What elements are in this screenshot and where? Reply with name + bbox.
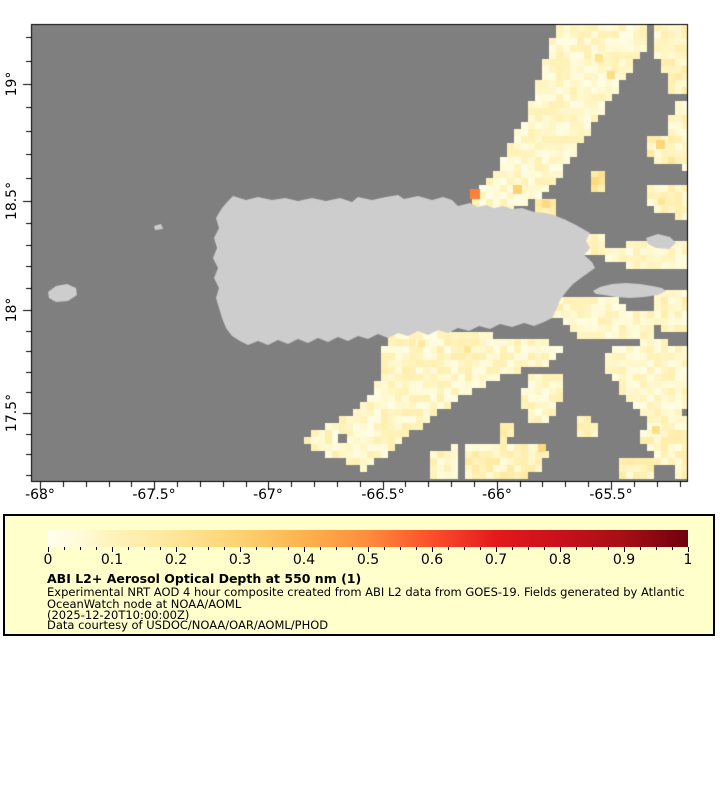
colorbar-minor-tick (256, 547, 257, 550)
y-tick-label: 17.5° (4, 393, 20, 433)
colorbar-major-tick (240, 547, 241, 552)
colorbar-minor-tick (528, 547, 529, 550)
colorbar-major-tick (48, 547, 49, 552)
colorbar-minor-tick (96, 547, 97, 550)
colorbar-minor-tick (464, 547, 465, 550)
colorbar-minor-tick (640, 547, 641, 550)
x-tick-label: -67° (253, 487, 283, 503)
aod-map-plot-canvas (0, 0, 720, 512)
colorbar-tick-label: 0.1 (100, 552, 124, 568)
colorbar-major-tick (368, 547, 369, 552)
colorbar-tick-label: 0.3 (228, 552, 252, 568)
legend-description-line1: Experimental NRT AOD 4 hour composite cr… (47, 585, 685, 599)
legend-title: ABI L2+ Aerosol Optical Depth at 550 nm … (47, 571, 362, 586)
colorbar-tick-label: 0.9 (612, 552, 636, 568)
colorbar-minor-tick (288, 547, 289, 550)
x-tick-label: -66° (482, 487, 512, 503)
legend-timestamp: (2025-12-20T10:00:00Z) (47, 607, 190, 622)
colorbar-tick-label: 0.7 (484, 552, 508, 568)
colorbar-minor-tick (352, 547, 353, 550)
colorbar-minor-tick (576, 547, 577, 550)
x-tick-label: -66.5° (361, 487, 405, 503)
colorbar-minor-tick (400, 547, 401, 550)
colorbar-minor-tick (480, 547, 481, 550)
colorbar-minor-tick (512, 547, 513, 550)
colorbar-major-tick (304, 547, 305, 552)
colorbar-minor-tick (416, 547, 417, 550)
colorbar-minor-tick (144, 547, 145, 550)
y-tick-label: 18.5° (4, 181, 20, 221)
colorbar-tick-label: 1 (683, 552, 693, 568)
colorbar-minor-tick (80, 547, 81, 550)
colorbar-major-tick (688, 547, 689, 552)
x-tick-label: -65.5° (589, 487, 633, 503)
colorbar-major-tick (560, 547, 561, 552)
colorbar-minor-tick (656, 547, 657, 550)
colorbar-minor-tick (336, 547, 337, 550)
colorbar-minor-tick (160, 547, 161, 550)
colorbar-tick-label: 0.5 (356, 552, 380, 568)
colorbar-major-tick (496, 547, 497, 552)
legend-panel: 0 0.1 0.2 0.3 0.4 0.5 0.6 0.7 0.8 0.9 1 ABI L2+ Ae… (3, 514, 715, 636)
colorbar-major-tick (112, 547, 113, 552)
colorbar-minor-tick (208, 547, 209, 550)
legend-courtesy: Data courtesy of USDOC/NOAA/OAR/AOML/PHO… (47, 618, 329, 632)
legend-description-line2: OceanWatch node at NOAA/AOML (47, 596, 242, 611)
colorbar-tick-label: 0.4 (292, 552, 316, 568)
colorbar-tick-label: 0.2 (164, 552, 188, 568)
colorbar-major-tick (624, 547, 625, 552)
colorbar-minor-tick (608, 547, 609, 550)
colorbar-minor-tick (224, 547, 225, 550)
colorbar-tick-label: 0 (43, 552, 53, 568)
colorbar-tick-label: 0.8 (548, 552, 572, 568)
colorbar-minor-tick (384, 547, 385, 550)
colorbar-minor-tick (672, 547, 673, 550)
colorbar-minor-tick (544, 547, 545, 550)
y-tick-label: 19° (4, 71, 20, 97)
colorbar-major-tick (176, 547, 177, 552)
colorbar-minor-tick (320, 547, 321, 550)
colorbar-minor-tick (272, 547, 273, 550)
colorbar-minor-tick (448, 547, 449, 550)
colorbar-minor-tick (592, 547, 593, 550)
colorbar-minor-tick (64, 547, 65, 550)
colorbar-gradient (48, 530, 688, 547)
colorbar-minor-tick (192, 547, 193, 550)
y-tick-label: 18° (4, 297, 20, 323)
colorbar-minor-tick (128, 547, 129, 550)
colorbar-major-tick (432, 547, 433, 552)
x-tick-label: -67.5° (132, 487, 176, 503)
colorbar-tick-label: 0.6 (420, 552, 444, 568)
x-tick-label: -68° (25, 487, 55, 503)
